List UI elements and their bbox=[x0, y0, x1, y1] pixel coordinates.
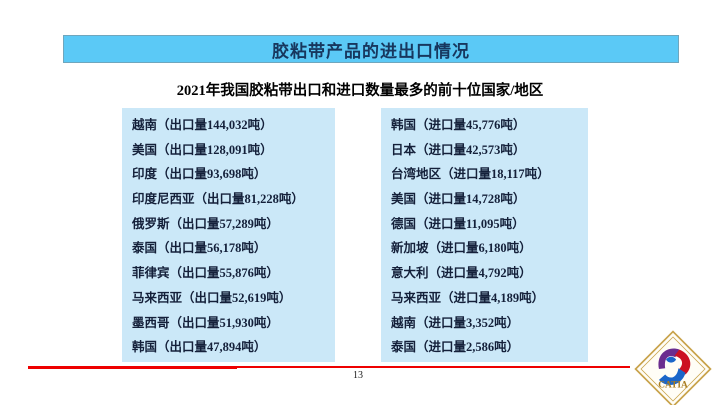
diamond-outline-icon bbox=[634, 330, 712, 405]
catia-logo: CATIA bbox=[634, 330, 712, 405]
list-item: 越南（进口量3,352吨） bbox=[391, 315, 520, 330]
title-bar: 胶粘带产品的进出口情况 bbox=[63, 35, 679, 63]
list-item: 日本（进口量42,573吨） bbox=[391, 142, 526, 157]
list-item: 泰国（进口量2,586吨） bbox=[391, 340, 520, 355]
list-item: 菲律宾（出口量55,876吨） bbox=[132, 266, 279, 281]
list-item: 意大利（进口量4,792吨） bbox=[391, 266, 532, 281]
list-item: 马来西亚（进口量4,189吨） bbox=[391, 290, 545, 305]
list-item: 韩国（进口量45,776吨） bbox=[391, 118, 526, 132]
list-item: 俄罗斯（出口量57,289吨） bbox=[132, 216, 279, 231]
list-item: 韩国（出口量47,894吨） bbox=[132, 340, 267, 355]
export-list-box: 越南（出口量144,032吨） 美国（出口量128,091吨） 印度（出口量93,6… bbox=[122, 108, 335, 362]
list-item: 新加坡（进口量6,180吨） bbox=[391, 241, 532, 256]
divider-line-right bbox=[513, 366, 630, 368]
list-item: 越南（出口量144,032吨） bbox=[132, 118, 273, 132]
catia-emblem-icon bbox=[658, 348, 691, 385]
list-item: 泰国（出口量56,178吨） bbox=[132, 241, 267, 256]
slide-subtitle: 2021年我国胶粘带出口和进口数量最多的前十位国家/地区 bbox=[176, 83, 544, 99]
divider-line-middle bbox=[237, 366, 513, 368]
catia-logo-text: CATIA bbox=[658, 381, 688, 391]
list-item: 印度尼西亚（出口量81,228吨） bbox=[132, 192, 304, 207]
page-number: 13 bbox=[353, 370, 363, 381]
list-item: 墨西哥（出口量51,930吨） bbox=[132, 315, 279, 330]
list-item: 印度（出口量93,698吨） bbox=[132, 167, 267, 182]
slide-title: 胶粘带产品的进出口情况 bbox=[272, 41, 470, 61]
list-item: 美国（出口量128,091吨） bbox=[132, 142, 273, 157]
list-item: 德国（进口量11,095吨） bbox=[391, 216, 525, 231]
import-list-box: 韩国（进口量45,776吨） 日本（进口量42,573吨） 台湾地区（进口量18,1… bbox=[381, 108, 588, 362]
list-item: 美国（进口量14,728吨） bbox=[391, 192, 526, 207]
list-item: 台湾地区（进口量18,117吨） bbox=[391, 167, 550, 182]
list-item: 马来西亚（出口量52,619吨） bbox=[132, 290, 292, 305]
divider-line-left bbox=[28, 366, 237, 369]
